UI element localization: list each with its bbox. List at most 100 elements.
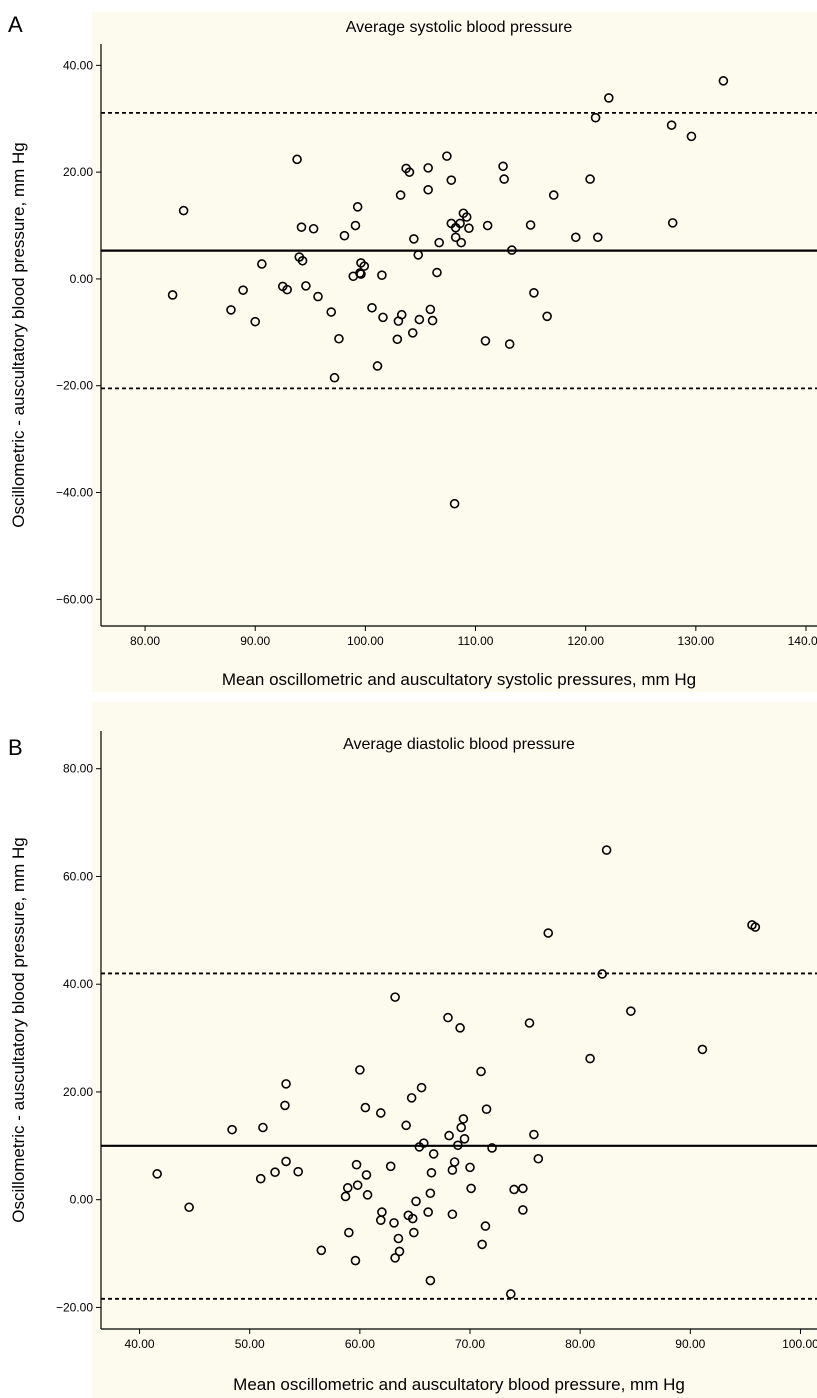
panel-b-data-point	[466, 1183, 476, 1194]
panel-b-data-point	[352, 1180, 363, 1190]
panel-b-data-point	[425, 1188, 436, 1199]
panel-b-data-point	[270, 1167, 280, 1178]
panel-b-title: Average diastolic blood pressure	[343, 736, 575, 753]
panel-a: A Average systolic blood pressure Mean o…	[8, 12, 817, 692]
panel-a-x-tick-label: 110.00	[458, 634, 494, 648]
panel-b-data-point	[480, 1221, 491, 1231]
panel-b-data-point	[456, 1122, 467, 1133]
panel-a-y-tick-label: 0.00	[70, 272, 94, 286]
panel-b-data-point	[316, 1245, 327, 1256]
panel-b-data-point	[385, 1161, 396, 1172]
panel-b-data-point	[281, 1156, 291, 1167]
panel-a-data-point	[604, 93, 614, 103]
panel-a-x-tick-label: 130.00	[677, 634, 714, 648]
panel-a-y-tick-label: −40.00	[56, 486, 93, 500]
panel-b-data-point	[227, 1124, 237, 1135]
panel-b-data-point	[152, 1169, 162, 1179]
panel-b-data-point	[428, 1149, 439, 1159]
panel-b-data-point	[601, 845, 612, 855]
panel-a-data-point	[257, 259, 267, 269]
panel-a-data-point	[308, 223, 319, 234]
panel-b-data-point	[543, 928, 554, 938]
panel-b-data-point	[342, 1183, 353, 1193]
panel-b-x-tick-label: 60.00	[345, 1337, 375, 1351]
panel-b-data-point	[411, 1196, 421, 1207]
panel-b-data-point	[423, 1207, 433, 1217]
panel-b-x-tick-label: 100.00	[782, 1337, 817, 1351]
panel-b-data-point	[518, 1205, 528, 1215]
panel-b-data-point	[425, 1275, 436, 1286]
panel-b-data-point	[443, 1012, 453, 1023]
panel-a-data-point	[377, 270, 387, 280]
panel-a-data-point	[413, 250, 424, 260]
panel-a-data-point	[339, 230, 350, 241]
panel-a-data-point	[456, 237, 467, 248]
panel-b-y-tick-label: 0.00	[70, 1193, 94, 1207]
panel-a-reference-lines	[101, 111, 817, 390]
panel-b-data-point	[458, 1114, 469, 1124]
panel-b-x-tick-label: 40.00	[125, 1337, 155, 1351]
panel-b-data-point	[529, 1129, 539, 1140]
panel-b-data-point	[444, 1130, 454, 1141]
panel-a-data-point	[414, 314, 425, 325]
panel-b-data-point	[697, 1044, 708, 1055]
panel-a-data-point	[425, 304, 436, 315]
panel-a-data-point	[396, 309, 407, 320]
panel-b-y-tick-label: 60.00	[63, 869, 93, 883]
panel-a-data-point	[329, 372, 340, 383]
panel-a-data-point	[570, 232, 581, 243]
panel-a-x-tick-label: 140.00	[788, 634, 817, 648]
panel-a-data-point	[686, 131, 697, 142]
panel-a-data-point	[359, 261, 370, 271]
panel-a-data-point	[442, 151, 452, 161]
panel-a-data-point	[326, 307, 337, 317]
panel-b-y-tick-label: 80.00	[63, 762, 93, 776]
panel-b-data-point	[505, 1289, 516, 1299]
panel-b-y-tick-label: 40.00	[63, 977, 93, 991]
panel-b-data-point	[750, 922, 761, 932]
panel-a-data-point	[167, 290, 178, 300]
panel-a-data-point	[507, 245, 517, 255]
panel-b-data-point	[344, 1227, 354, 1238]
panel-b-y-axis-title: Oscillometric - auscultatory blood press…	[9, 837, 28, 1222]
panel-a-data-point	[423, 163, 433, 173]
panel-a-data-point	[367, 302, 377, 313]
panel-b-data-point	[533, 1153, 544, 1164]
panel-a-data-point	[450, 232, 461, 243]
panel-b-x-tick-label: 90.00	[675, 1337, 705, 1351]
panel-a-y-tick-label: −20.00	[56, 379, 93, 393]
panel-b-reference-lines	[101, 972, 817, 1300]
panel-a-data-point	[666, 120, 677, 130]
panel-a-data-point	[461, 212, 472, 222]
panel-a-x-tick-label: 100.00	[347, 634, 384, 648]
panel-b-x-tick-label: 50.00	[235, 1337, 265, 1351]
panel-b: B Average diastolic blood pressure Mean …	[8, 702, 817, 1398]
panel-a-x-tick-label: 80.00	[130, 634, 160, 648]
panel-a-letter: A	[8, 12, 23, 37]
panel-a-data-point	[504, 339, 515, 349]
panel-a-data-point	[352, 202, 363, 212]
panel-a-ticks: 80.00 90.00 100.00 110.00 120.00 130.00 140.00…	[56, 44, 817, 648]
panel-a-points	[167, 76, 729, 509]
panel-b-data-point	[518, 1183, 528, 1194]
panel-a-data-point	[498, 161, 508, 172]
panel-b-data-point	[355, 1065, 365, 1075]
panel-a-data-point	[427, 315, 438, 326]
panel-a-data-point	[178, 205, 189, 216]
panel-a-data-point	[378, 312, 388, 323]
panel-b-data-point	[477, 1239, 487, 1250]
panel-b-data-point	[455, 1023, 465, 1033]
panel-a-data-point	[392, 334, 403, 345]
panel-b-data-point	[406, 1093, 417, 1103]
panel-b-data-point	[375, 1108, 386, 1118]
panel-b-data-point	[416, 1082, 427, 1093]
panel-a-data-point	[404, 167, 415, 177]
panel-b-data-point	[626, 1006, 636, 1016]
panel-a-y-tick-label: −60.00	[56, 592, 93, 606]
panel-b-data-point	[409, 1227, 419, 1238]
panel-a-data-point	[282, 284, 292, 295]
panel-a-data-point	[482, 220, 493, 231]
panel-a-plot-area	[101, 44, 817, 626]
panel-a-x-tick-label: 120.00	[567, 634, 604, 648]
